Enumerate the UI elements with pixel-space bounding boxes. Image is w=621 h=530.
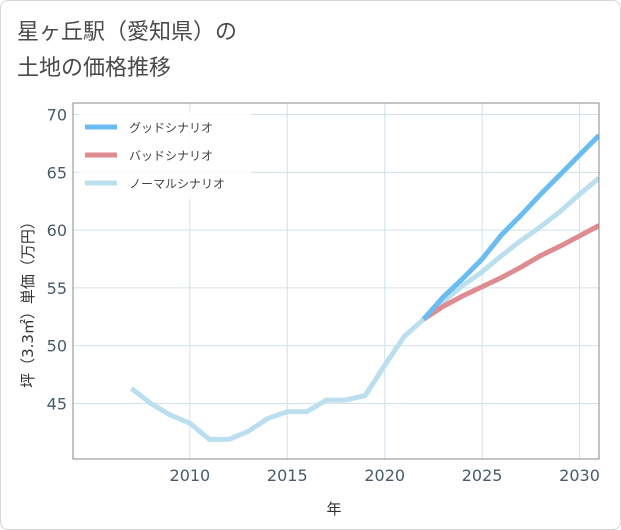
y-tick-label: 50	[47, 337, 67, 356]
series-line-good	[421, 133, 599, 321]
y-tick-label: 65	[47, 163, 67, 182]
legend-item-good[interactable]: グッドシナリオ	[85, 121, 213, 135]
x-tick-label: 2025	[462, 466, 503, 485]
x-axis-ticks: 2010 2015 2020 2025 2030	[170, 466, 600, 485]
x-tick-label: 2010	[170, 466, 211, 485]
x-tick-label: 2030	[559, 466, 600, 485]
y-tick-label: 70	[47, 106, 67, 125]
series-lines	[129, 133, 599, 442]
x-tick-label: 2015	[267, 466, 308, 485]
x-tick-label: 2020	[364, 466, 405, 485]
y-tick-label: 55	[47, 279, 67, 298]
series-line-normal	[129, 176, 599, 442]
chart-title-line-1: 星ヶ丘駅（愛知県）の	[17, 20, 238, 45]
legend-label-normal: ノーマルシナリオ	[129, 177, 225, 191]
y-tick-label: 60	[47, 221, 67, 240]
legend: グッドシナリオ バッドシナリオ ノーマルシナリオ	[79, 111, 251, 199]
plot-frame	[72, 102, 600, 460]
legend-label-bad: バッドシナリオ	[129, 149, 213, 163]
y-axis-title: 坪（3.3㎡）単価（万円）	[19, 214, 37, 388]
chart-title-line-2: 土地の価格推移	[17, 56, 172, 81]
series-line-bad	[422, 223, 599, 322]
legend-item-normal[interactable]: ノーマルシナリオ	[85, 177, 225, 191]
legend-label-good: グッドシナリオ	[129, 121, 213, 135]
grid-lines	[73, 103, 599, 459]
y-axis-ticks: 45 50 55 60 65 70	[47, 106, 67, 414]
x-axis-title: 年	[326, 500, 341, 518]
chart-title: 星ヶ丘駅（愛知県）の 土地の価格推移	[17, 15, 237, 87]
y-tick-label: 45	[47, 395, 67, 414]
legend-item-bad[interactable]: バッドシナリオ	[85, 149, 213, 163]
